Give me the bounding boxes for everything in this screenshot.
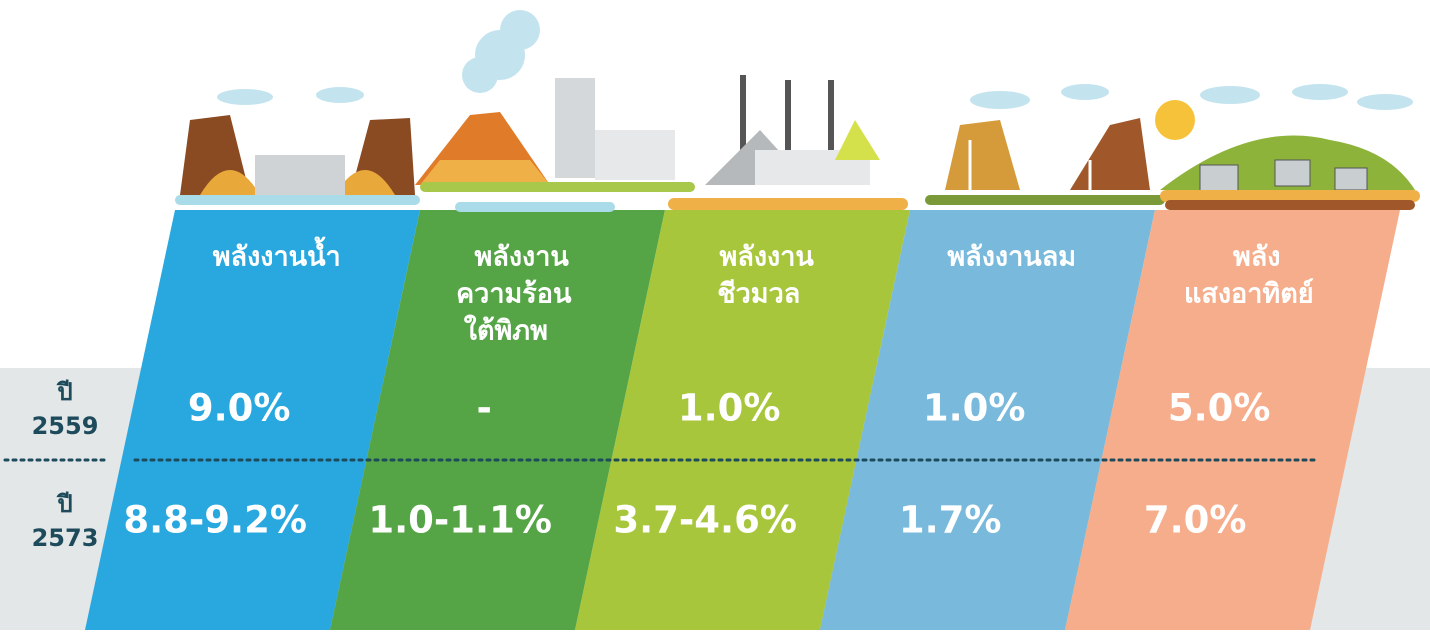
column-header: พลังงานลม bbox=[947, 242, 1076, 273]
clouds bbox=[217, 10, 1413, 110]
cell-value: 9.0% bbox=[188, 387, 291, 430]
column-header: พลังงานน้ำ bbox=[213, 236, 341, 273]
row-label: 2559 bbox=[32, 412, 99, 440]
illustrations bbox=[175, 10, 1420, 212]
column-header: พลังงาน bbox=[720, 242, 815, 273]
row-label: ปี bbox=[56, 490, 72, 518]
row-label: ปี bbox=[56, 378, 72, 406]
cell-value: - bbox=[476, 387, 491, 430]
column-header: พลัง bbox=[1233, 242, 1281, 273]
cell-value: 3.7-4.6% bbox=[613, 499, 797, 542]
column-header: พลังงาน bbox=[475, 242, 570, 273]
cell-value: 5.0% bbox=[1168, 387, 1271, 430]
cell-value: 1.7% bbox=[899, 499, 1002, 542]
column-header: ชีวมวล bbox=[717, 279, 800, 310]
cell-value: 1.0-1.1% bbox=[368, 499, 552, 542]
infographic: ปี 2559 ปี 2573 พลังงานน้ำ 9.0% 8.8-9.2% พลังงา… bbox=[0, 0, 1430, 630]
column-header: ใต้พิภพ bbox=[464, 315, 548, 347]
cell-value: 8.8-9.2% bbox=[123, 499, 307, 542]
column-header: แสงอาทิตย์ bbox=[1184, 278, 1314, 310]
cell-value: 7.0% bbox=[1144, 499, 1247, 542]
column-header: ความร้อน bbox=[456, 279, 572, 310]
cell-value: 1.0% bbox=[923, 387, 1026, 430]
cell-value: 1.0% bbox=[678, 387, 781, 430]
row-label: 2573 bbox=[32, 524, 99, 552]
